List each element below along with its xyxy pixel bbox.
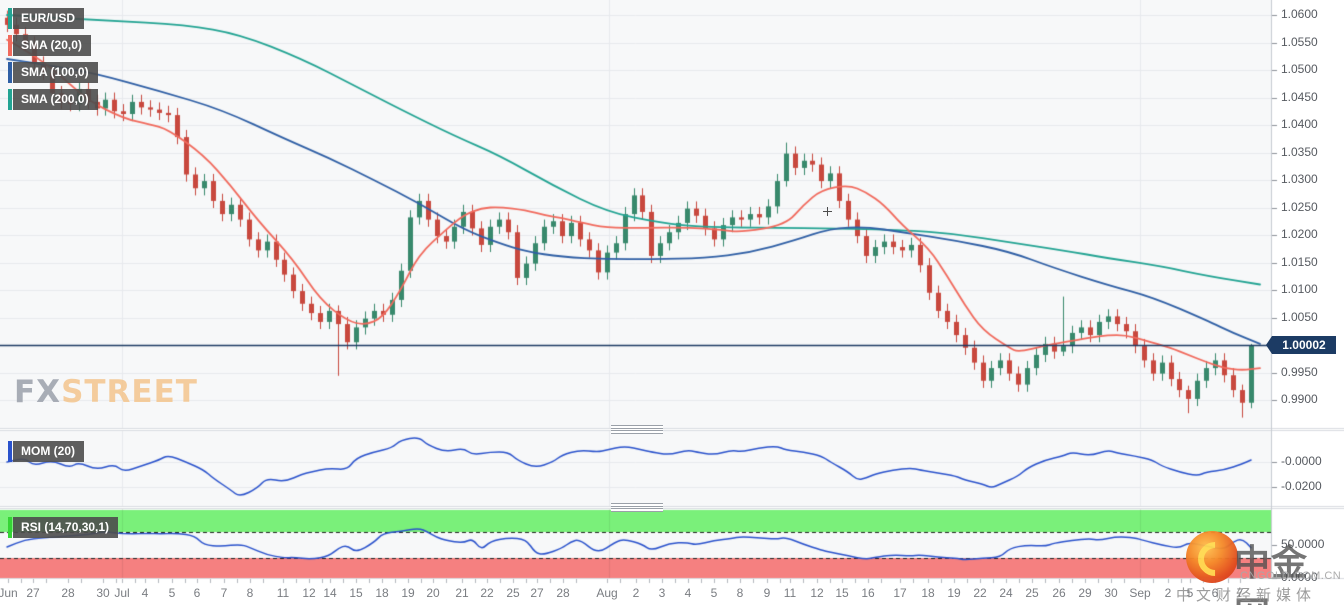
date-axis-label: 30 [96,586,110,600]
mom-color-strip [8,441,12,462]
date-axis-label: 2 [632,586,640,600]
date-axis-label: 27 [530,586,544,600]
price-axis-label: 1.0350 [1281,144,1318,159]
fxstreet-fx-text: FX [14,374,62,410]
rsi-axis-label: 50.0000 [1281,537,1325,551]
legend-sma200: SMA (200,0) [8,89,98,110]
legend-sma100: SMA (100,0) [8,62,98,83]
price-axis-label: 1.0550 [1281,34,1318,49]
date-axis-label: 7 [1236,586,1244,600]
price-axis-label: 1.0100 [1281,282,1318,296]
mom-axis-label: -0.0200 [1281,479,1322,493]
date-axis-label: 4 [141,586,149,600]
date-axis-label: 25 [1025,586,1039,600]
date-axis-label: 12 [302,586,316,600]
date-axis-label: Jun [0,586,18,600]
date-axis-label: 7 [220,586,228,600]
date-axis-label: 26 [1052,586,1066,600]
price-axis-label: 1.0600 [1281,7,1318,21]
mom-axis-label: -0.0000 [1281,454,1322,468]
date-axis-label: 15 [835,586,849,600]
sma100-color-strip [8,62,12,83]
legend-mom: MOM (20) [8,441,84,462]
fxstreet-street-text: STREET [61,374,198,410]
date-axis-label: 18 [921,586,935,600]
price-axis-label: 1.0150 [1281,254,1318,269]
date-axis-label: 6 [1211,586,1219,600]
date-axis-label: 9 [763,586,771,600]
date-axis-label: 12 [810,586,824,600]
date-axis-label: 4 [684,586,692,600]
price-axis-label: 0.9950 [1281,364,1318,379]
date-axis-label: 19 [401,586,415,600]
date-axis-label: Aug [596,586,618,600]
price-axis-label: 0.9900 [1281,392,1318,406]
rsi-axis-label: 0.0000 [1281,569,1318,584]
date-axis-label: 11 [276,586,290,600]
date-axis-label: 24 [999,586,1013,600]
date-axis-label: 16 [861,586,875,600]
date-axis-label: Sep [1129,586,1151,600]
sma20-label: SMA (20,0) [13,35,91,56]
date-axis-label: 30 [1104,586,1118,600]
date-axis-label: 5 [1186,586,1194,600]
sma100-label: SMA (100,0) [13,62,98,83]
crosshair-marker [823,207,832,216]
fxstreet-watermark: FXSTREET [14,374,198,410]
legend-symbol: EUR/USD [8,8,85,29]
date-axis-label: 28 [556,586,570,600]
last-price-badge: 1.00002 [1266,336,1336,354]
date-axis-label: 15 [349,586,363,600]
legend-sma20: SMA (20,0) [8,35,91,56]
date-axis-label: 28 [61,586,75,600]
date-axis-label: 5 [710,586,718,600]
price-axis-label: 1.0450 [1281,89,1318,104]
date-axis-label: 6 [193,586,201,600]
rsi-color-strip [8,517,12,538]
date-axis-label: 11 [783,586,797,600]
price-axis-label: 1.0500 [1281,62,1318,76]
sma20-color-strip [8,35,12,56]
date-axis-label: 19 [947,586,961,600]
price-axis-label: 1.0200 [1281,227,1318,241]
date-axis-label: 5 [168,586,176,600]
price-axis-label: 1.0250 [1281,199,1318,214]
date-axis-label: 18 [375,586,389,600]
panel-resize-handle-rsi[interactable] [611,503,663,512]
price-axis-label: 1.0300 [1281,172,1318,186]
date-axis-label: 25 [506,586,520,600]
mom-label: MOM (20) [13,441,84,462]
date-axis-label: 20 [426,586,440,600]
date-axis-label: 17 [893,586,907,600]
sma200-label: SMA (200,0) [13,89,98,110]
date-axis-label: 27 [26,586,40,600]
date-axis-label: 22 [480,586,494,600]
date-axis-label: 8 [736,586,744,600]
date-axis-label: 14 [323,586,337,600]
symbol-color-strip [8,8,12,29]
date-axis-label: 22 [973,586,987,600]
panel-resize-handle-mom[interactable] [611,425,663,434]
legend-rsi: RSI (14,70,30,1) [8,517,119,538]
price-axis-label: 1.0400 [1281,117,1318,131]
date-axis-label: 3 [658,586,666,600]
date-axis-label: 29 [1078,586,1092,600]
price-axis-label: 1.0050 [1281,309,1318,324]
rsi-label: RSI (14,70,30,1) [13,517,119,538]
date-axis-label: 21 [455,586,469,600]
sma200-color-strip [8,89,12,110]
date-axis-label: 2 [1164,586,1172,600]
symbol-label: EUR/USD [13,8,85,29]
date-axis-label: 8 [246,586,254,600]
date-axis-label: Jul [114,586,130,600]
